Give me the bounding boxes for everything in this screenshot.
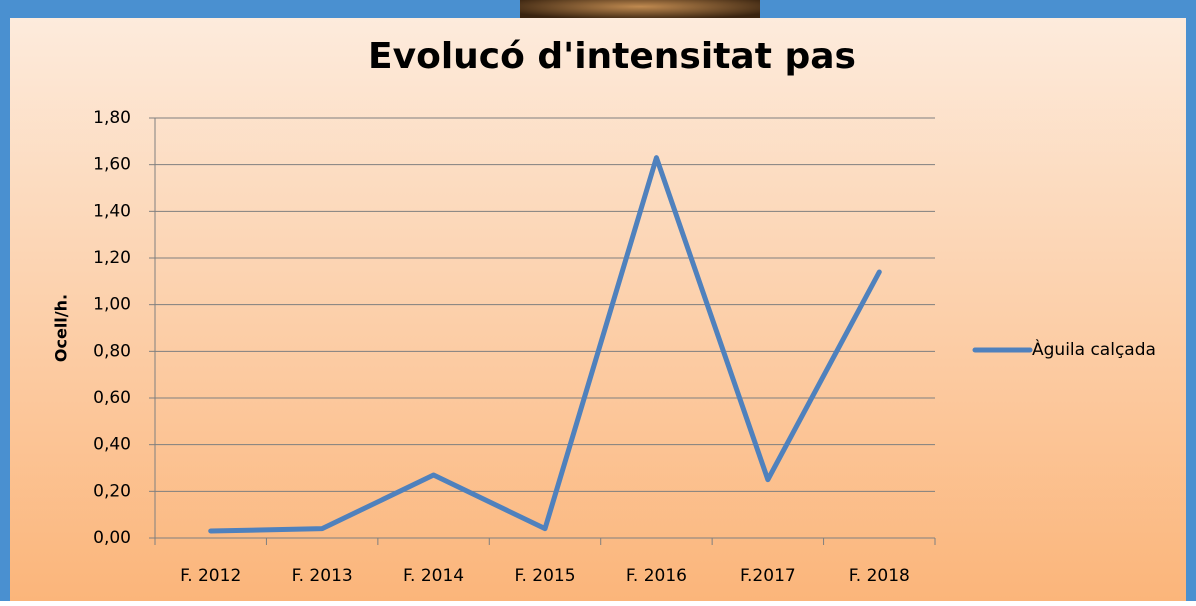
chart-area xyxy=(10,18,1186,601)
y-tick-label: 0,60 xyxy=(93,388,131,408)
x-tick-label: F. 2016 xyxy=(626,566,687,586)
y-tick-label: 1,80 xyxy=(93,108,131,128)
x-tick-label: F. 2014 xyxy=(403,566,464,586)
chart-title: Evolucó d'intensitat pas xyxy=(368,36,856,77)
legend-label: Àguila calçada xyxy=(1032,338,1156,360)
data-line xyxy=(208,155,882,534)
y-tick-label: 0,40 xyxy=(93,435,131,455)
y-tick-label: 0,20 xyxy=(93,481,131,501)
x-tick-label: F. 2012 xyxy=(180,566,241,586)
y-tick-label: 0,00 xyxy=(93,528,131,548)
y-tick-label: 1,40 xyxy=(93,201,131,221)
y-tick-label: 1,20 xyxy=(93,248,131,268)
x-tick-label: F.2017 xyxy=(740,566,796,586)
y-axis-label: Ocell/h. xyxy=(52,294,71,362)
x-tick-label: F. 2015 xyxy=(514,566,575,586)
y-tick-label: 1,00 xyxy=(93,295,131,315)
photo xyxy=(520,0,760,22)
y-tick-label: 1,60 xyxy=(93,155,131,175)
x-tick-label: F. 2018 xyxy=(849,566,910,586)
x-tick-label: F. 2013 xyxy=(292,566,353,586)
y-tick-label: 0,80 xyxy=(93,341,131,361)
